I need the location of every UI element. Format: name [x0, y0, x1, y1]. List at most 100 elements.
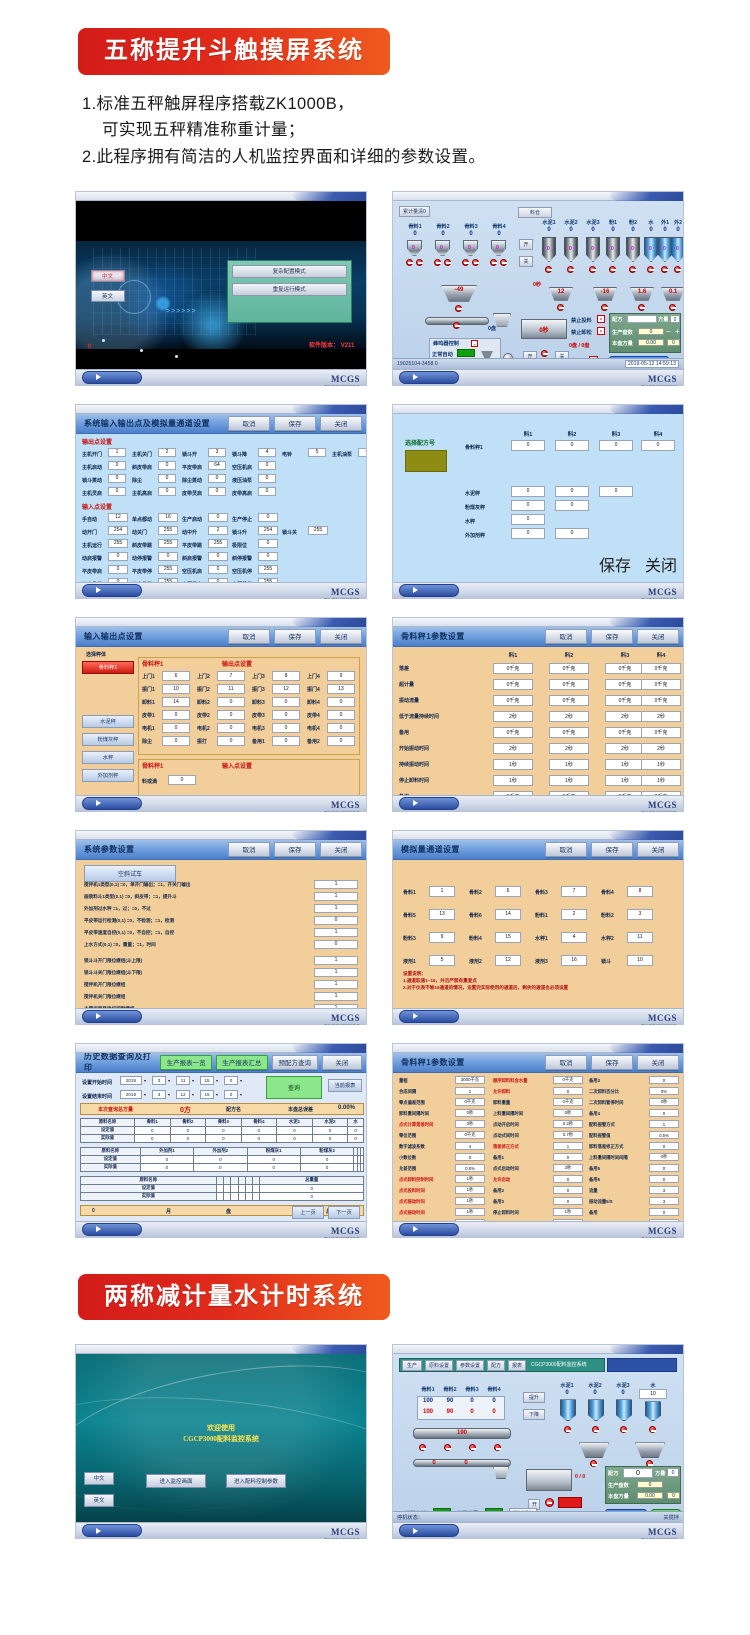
field-input[interactable]: 0 [208, 564, 228, 574]
field-input[interactable]: 8 [272, 670, 300, 681]
recipe-field[interactable] [627, 314, 657, 323]
channel-input[interactable]: 3 [627, 908, 653, 920]
dry-run-button[interactable]: 空斜试车 [84, 864, 176, 882]
field-input[interactable]: 0 [327, 709, 355, 720]
screenshot-scale-params-detail[interactable]: 骨料秤1参数设置 取消 保存 关闭 量程 3000千克 合成间隔 1 零点偏差范围 0千克… [392, 1042, 684, 1238]
recipe-query-button[interactable]: 预配方查询 [271, 1054, 318, 1070]
field-input[interactable]: 255 [158, 564, 178, 574]
channel-input[interactable]: 8 [627, 885, 653, 897]
field-input[interactable]: 7 [217, 670, 245, 681]
screenshot-startup-screen[interactable]: >>>>>> 中文 英文 复杂配置模式 重复运行模式 软件版本： V211 0 [75, 190, 367, 386]
field-input[interactable]: 0 [217, 696, 245, 707]
buzzer-checkbox[interactable]: × [471, 339, 478, 347]
param-input[interactable]: 3 [649, 1185, 679, 1195]
start-date-part[interactable]: 2019 [120, 1075, 142, 1085]
param-input[interactable]: 1 [314, 891, 358, 901]
lift-button[interactable]: 提升 [523, 1392, 545, 1404]
field-input[interactable]: 0千克 [641, 790, 681, 795]
recipe-field[interactable]: 0 [555, 485, 589, 497]
stop-indicator[interactable] [462, 258, 469, 266]
screenshot-system-params[interactable]: 系统参数设置 取消 保存 关闭 空斜试车 搅拌机1类型(0,1) =0，单开门输… [75, 829, 367, 1025]
field-input[interactable]: 1秒 [549, 758, 589, 770]
param-input[interactable]: 0 [553, 1086, 583, 1096]
field-input[interactable]: 0 [258, 460, 276, 470]
cancel-button[interactable]: 取消 [228, 415, 270, 431]
field-input[interactable]: 0 [162, 722, 190, 733]
close-button[interactable]: 关闭 [637, 841, 679, 857]
start-date-part[interactable]: 0 [224, 1075, 238, 1085]
field-input[interactable]: 0 [327, 696, 355, 707]
param-input[interactable]: 0 [649, 1218, 679, 1221]
param-input[interactable]: 0千克 [553, 1097, 583, 1107]
stop-indicator[interactable] [494, 1444, 501, 1452]
channel-input[interactable]: 14 [495, 908, 521, 920]
field-input[interactable]: 2秒 [605, 710, 645, 722]
param-input[interactable]: 1 [455, 1086, 485, 1096]
param-input[interactable]: 0 [553, 1152, 583, 1162]
param-input[interactable]: 1 [314, 955, 358, 965]
channel-input[interactable]: 12 [495, 954, 521, 966]
field-input[interactable]: 2秒 [549, 710, 589, 722]
menu-item-report[interactable]: 报表 [508, 1360, 526, 1372]
menu-item-material[interactable]: 原料设置 [425, 1360, 453, 1372]
field-input[interactable]: 0千克 [493, 694, 533, 706]
menu-item-recipe[interactable]: 配方 [487, 1360, 505, 1372]
sidebar-item-1[interactable]: 水泥秤 [82, 714, 134, 728]
field-input[interactable]: 14 [162, 696, 190, 707]
screenshot-hmi-five-scale[interactable]: 累计量清0 料仓 骨料1 0 0 骨料2 0 0 [392, 190, 684, 386]
field-input[interactable]: 0千克 [493, 678, 533, 690]
recipe-field[interactable]: 0 [555, 439, 589, 451]
param-input[interactable]: 1秒 [455, 1196, 485, 1206]
param-input[interactable]: 1秒 [455, 1207, 485, 1217]
field-input[interactable]: 2秒 [549, 742, 589, 754]
channel-input[interactable]: 10 [627, 954, 653, 966]
chevron-down-icon[interactable]: ▾ [192, 1091, 195, 1097]
field-input[interactable]: 0 [108, 551, 128, 561]
field-input[interactable]: 0 [258, 538, 278, 548]
minus-icon[interactable]: − [666, 326, 671, 336]
field-input[interactable]: 2秒 [641, 710, 681, 722]
end-date-part[interactable]: 2019 [120, 1089, 142, 1099]
param-input[interactable]: 1 [553, 1141, 583, 1151]
field-input[interactable]: 0千克 [605, 662, 645, 674]
enter-monitor-button[interactable]: 进入监控画面 [146, 1473, 206, 1488]
stop-indicator[interactable] [545, 265, 552, 273]
stop-indicator[interactable] [609, 265, 616, 273]
end-date-part[interactable]: 12 [176, 1089, 190, 1099]
param-input[interactable]: 0 [553, 1218, 583, 1221]
channel-input[interactable]: 4 [561, 931, 587, 943]
gate-open-button[interactable]: 开 [519, 238, 533, 250]
field-input[interactable]: 0 [272, 722, 300, 733]
channel-input[interactable]: 15 [495, 931, 521, 943]
start-date-part[interactable]: 3 [152, 1075, 166, 1085]
field-input[interactable]: 255 [308, 525, 328, 535]
print-button[interactable]: 当前报表 [328, 1078, 362, 1092]
field-input[interactable]: 9 [327, 670, 355, 681]
param-input[interactable]: 1 [314, 991, 358, 1001]
field-input[interactable]: 6 [162, 670, 190, 681]
screenshot-recipe-settings[interactable]: 选择配方号 料1 料2 料3 料4 骨料秤1 0 0 0 0 水泥秤 0 0 [392, 403, 684, 599]
field-input[interactable]: 2 [158, 447, 176, 457]
field-input[interactable]: 0千克 [641, 678, 681, 690]
field-input[interactable]: 254 [108, 525, 128, 535]
recipe-field[interactable]: 0 [511, 439, 545, 451]
param-input[interactable]: 0秒 [553, 1108, 583, 1118]
param-input[interactable]: 1 [314, 967, 358, 977]
field-input[interactable]: 0千克 [549, 662, 589, 674]
save-button[interactable]: 保存 [591, 841, 633, 857]
playback-controls[interactable] [82, 583, 142, 597]
param-input[interactable]: 0千克 [455, 1130, 485, 1140]
channel-input[interactable]: 5 [429, 954, 455, 966]
param-input[interactable]: 1 [314, 979, 358, 989]
field-input[interactable]: 0千克 [641, 662, 681, 674]
field-input[interactable]: 0千克 [549, 678, 589, 690]
param-input[interactable]: 0.5% [455, 1163, 485, 1173]
param-input[interactable]: 3秒 [553, 1163, 583, 1173]
gate-close-button[interactable]: 关 [519, 255, 533, 267]
field-input[interactable]: 0 [327, 722, 355, 733]
save-button[interactable]: 保存 [274, 841, 316, 857]
param-input[interactable]: 0 [314, 939, 358, 949]
lang-button-cn[interactable]: 中文 [84, 1471, 114, 1485]
channel-input[interactable]: 11 [627, 931, 653, 943]
channel-input[interactable]: 16 [561, 954, 587, 966]
